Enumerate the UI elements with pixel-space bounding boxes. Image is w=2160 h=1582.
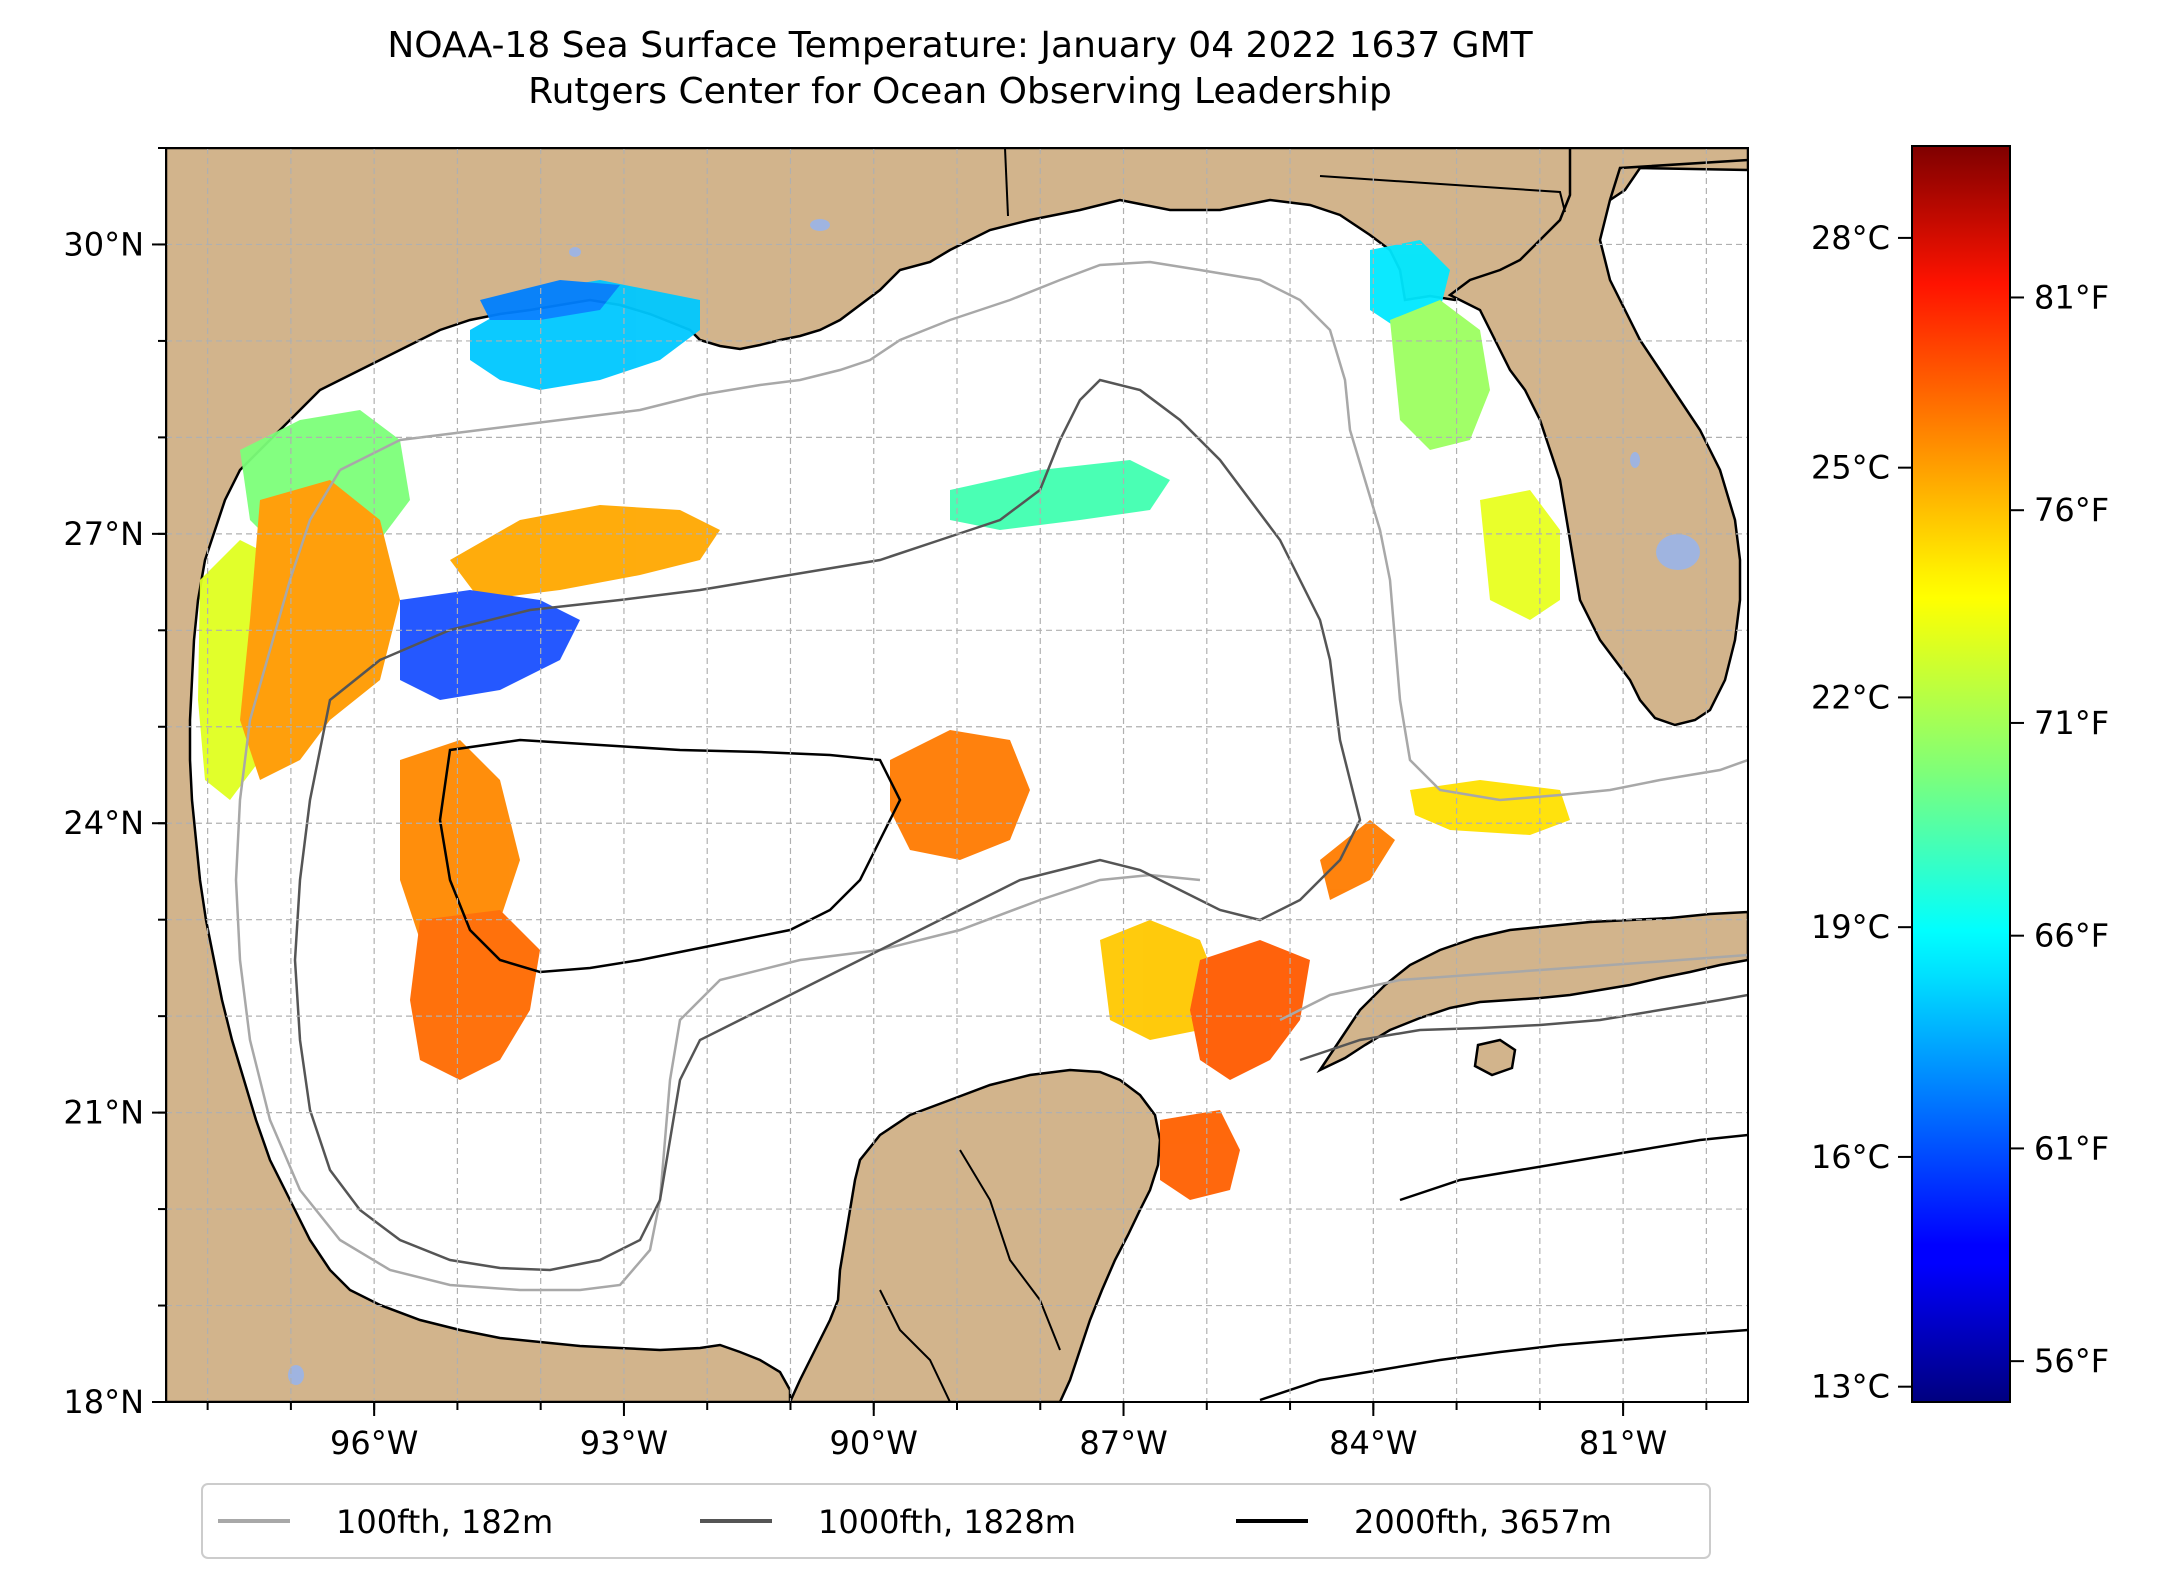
legend-label: 2000fth, 3657m xyxy=(1354,1503,1612,1541)
land-masses xyxy=(166,148,1748,1402)
sst-patch-loop-red xyxy=(1190,940,1310,1080)
sst-patch-north-central xyxy=(950,460,1170,530)
bathymetry-contours xyxy=(234,260,1748,1402)
sst-patch-yucatan-channel xyxy=(1160,1110,1240,1200)
celsius-tick-label: 16°C xyxy=(1811,1138,1890,1176)
celsius-tick-label: 13°C xyxy=(1811,1368,1890,1406)
border-fl-al xyxy=(1319,175,1566,213)
lat-tick-label: 30°N xyxy=(63,225,144,263)
sst-patch-central-orange xyxy=(400,740,520,950)
sst-data xyxy=(198,240,1570,1200)
lake-pontchartrain xyxy=(810,219,830,231)
contour-100fth-west xyxy=(234,469,1201,1292)
map-subtitle: Rutgers Center for Ocean Observing Leade… xyxy=(528,71,1392,112)
fahrenheit-tick-label: 81°F xyxy=(2034,278,2109,316)
lakes xyxy=(288,219,1700,1385)
fahrenheit-tick-label: 71°F xyxy=(2034,704,2109,742)
lon-tick-label: 81°W xyxy=(1579,1424,1667,1462)
celsius-tick-label: 28°C xyxy=(1811,219,1890,257)
contour-1000fth-caribbean xyxy=(1299,993,1748,1062)
sst-patch-sw-red xyxy=(410,910,540,1080)
lat-tick-label: 18°N xyxy=(63,1383,144,1421)
sst-patch-east-orange xyxy=(1320,820,1395,900)
contour-100fth-caribbean xyxy=(1279,953,1748,1022)
lon-tick-label: 93°W xyxy=(580,1424,668,1462)
fahrenheit-tick-label: 66°F xyxy=(2034,917,2109,955)
land-florida xyxy=(1447,148,1748,727)
land-isla-juventud xyxy=(1473,1038,1517,1077)
celsius-tick-label: 22°C xyxy=(1811,678,1890,716)
map-area xyxy=(166,148,1748,1402)
sst-patch-la-cold xyxy=(480,280,620,320)
map-title: NOAA-18 Sea Surface Temperature: January… xyxy=(387,25,1533,66)
land-cuba xyxy=(1316,910,1748,1074)
sst-patch-florida-green xyxy=(1390,300,1490,450)
contour-100fth xyxy=(339,260,1748,802)
lat-tick-label: 27°N xyxy=(63,515,144,553)
lake-small-2 xyxy=(1630,452,1640,468)
lat-tick-label: 21°N xyxy=(63,1094,144,1132)
legend-label: 100fth, 182m xyxy=(336,1503,553,1541)
graticule xyxy=(166,148,1748,1402)
colorbar-ticks: 13°C 16°C 19°C 22°C 25°C 28°C 56°F 61°F 66°F 71°F… xyxy=(1811,219,2109,1406)
political-borders xyxy=(879,148,1566,1402)
sst-patch-midshelf-blue xyxy=(400,590,580,700)
sst-patch-keys-yellow xyxy=(1410,780,1570,835)
land-yucatan xyxy=(788,1068,1162,1402)
contour-1000fth xyxy=(293,378,1362,1272)
sst-patch-midshelf-orange xyxy=(450,505,720,600)
fahrenheit-tick-label: 61°F xyxy=(2034,1129,2109,1167)
legend-box xyxy=(201,1483,1711,1559)
lon-tick-label: 96°W xyxy=(330,1424,418,1462)
legend: 100fth, 182m 1000fth, 1828m 2000fth, 3657m xyxy=(218,1503,1612,1541)
sst-patch-south-orange xyxy=(890,730,1030,860)
lake-small-3 xyxy=(288,1365,304,1385)
border-mexico-guatemala xyxy=(879,1289,951,1402)
lake-okeechobee xyxy=(1656,534,1700,570)
border-yucatan-states xyxy=(959,1149,1061,1351)
map-axes: 96°W 93°W 90°W 87°W 84°W 81°W 18°N 21°N 24°N 27°N… xyxy=(63,147,1708,1462)
celsius-tick-label: 25°C xyxy=(1811,449,1890,487)
legend-label: 1000fth, 1828m xyxy=(818,1503,1076,1541)
colorbar xyxy=(1911,145,2011,1403)
border-ms-al xyxy=(1004,148,1009,217)
lon-tick-label: 90°W xyxy=(830,1424,918,1462)
fahrenheit-tick-label: 76°F xyxy=(2034,491,2109,529)
lon-tick-label: 87°W xyxy=(1079,1424,1167,1462)
fahrenheit-tick-label: 56°F xyxy=(2034,1342,2109,1380)
lat-tick-label: 24°N xyxy=(63,804,144,842)
celsius-tick-label: 19°C xyxy=(1811,908,1890,946)
lon-tick-label: 84°W xyxy=(1329,1424,1417,1462)
lake-small-1 xyxy=(569,247,581,257)
contour-2000fth-caribbean xyxy=(1259,1133,1748,1402)
